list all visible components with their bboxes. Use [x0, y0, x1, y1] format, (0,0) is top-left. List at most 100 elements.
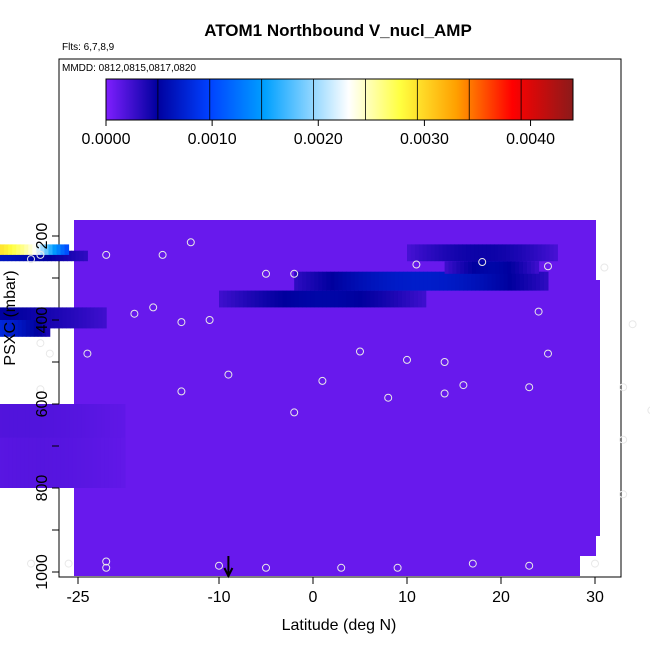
sample-point — [186, 238, 195, 247]
sample-point — [628, 320, 637, 329]
heatmap-cell — [533, 244, 539, 262]
y-tick-label: 200 — [34, 223, 51, 250]
colorbar-dividers — [157, 79, 522, 120]
heatmap-cell — [302, 290, 307, 308]
heatmap-cell — [113, 404, 118, 446]
heatmap-cell — [458, 244, 463, 262]
sample-point — [534, 307, 543, 316]
heatmap-cell — [519, 261, 524, 274]
heatmap-cell — [407, 271, 412, 291]
heatmap-cell — [108, 437, 114, 488]
heatmap-cell — [330, 290, 335, 308]
heatmap-cell — [60, 244, 66, 255]
heatmap-cell — [483, 261, 489, 274]
heatmap-cell — [456, 261, 461, 274]
heatmap-cell — [444, 261, 450, 274]
heatmap-cell — [34, 307, 40, 329]
heatmap-cell — [455, 271, 460, 291]
x-tick-label: 10 — [398, 589, 416, 606]
sample-point — [224, 370, 233, 379]
heatmap-cell — [549, 244, 554, 262]
heatmap-cell — [413, 290, 419, 308]
heatmap-cell — [298, 290, 304, 308]
heatmap-cell — [36, 244, 41, 255]
heatmap-cell — [53, 404, 58, 446]
heatmap-cell — [66, 307, 71, 329]
heatmap-cell — [530, 261, 536, 274]
heatmap-cell — [358, 290, 363, 308]
heatmap-cell — [9, 320, 15, 337]
heatmap-cell — [442, 244, 448, 262]
sample-point — [177, 318, 186, 327]
heatmap-cell — [531, 271, 537, 291]
heatmap-cell — [515, 261, 520, 274]
heatmap-cell — [14, 307, 20, 329]
heatmap-cell — [56, 244, 62, 255]
heatmap-cell — [5, 320, 11, 337]
heatmap-cell — [306, 290, 311, 308]
heatmap-cell — [521, 244, 527, 262]
heatmap-cell — [423, 271, 428, 291]
heatmap-cell — [460, 261, 465, 274]
heatmap-cell — [32, 244, 37, 255]
heatmap — [0, 220, 602, 576]
heatmap-cell — [29, 404, 35, 446]
heatmap-cell — [499, 261, 504, 274]
heatmap-cell — [81, 404, 86, 446]
heatmap-cell — [15, 250, 21, 262]
heatmap-cell — [501, 244, 507, 262]
heatmap-cell — [90, 307, 95, 329]
heatmap-cell — [258, 290, 264, 308]
sample-point — [544, 349, 552, 358]
heatmap-cell — [32, 437, 37, 488]
heatmap-cell — [450, 244, 455, 262]
heatmap-cell — [483, 271, 489, 291]
heatmap-cell — [467, 271, 472, 291]
heatmap-cell — [446, 244, 452, 262]
heatmap-cell — [338, 290, 343, 308]
heatmap-cell — [414, 244, 420, 262]
heatmap-cell — [459, 271, 464, 291]
heatmap-cell — [503, 261, 508, 274]
heatmap-cell — [72, 437, 78, 488]
heatmap-cell — [545, 244, 550, 262]
heatmap-cell — [370, 271, 376, 291]
heatmap-cell — [541, 244, 547, 262]
heatmap-cell — [40, 244, 45, 255]
heatmap-cell — [23, 250, 29, 262]
heatmap-cell — [362, 271, 368, 291]
sample-point — [205, 316, 214, 324]
heatmap-cell — [28, 437, 33, 488]
heatmap-cell — [25, 404, 31, 446]
heatmap-cell — [97, 404, 102, 446]
heatmap-cell — [234, 290, 240, 308]
heatmap-cell — [415, 271, 420, 291]
heatmap-cell — [463, 271, 468, 291]
heatmap-cell — [451, 271, 456, 291]
heatmap-cell — [435, 271, 440, 291]
heatmap-cell — [474, 244, 479, 262]
heatmap-cell — [310, 271, 315, 291]
heatmap-cell — [7, 250, 13, 262]
heatmap-cell — [22, 307, 28, 329]
heatmap-cell — [52, 244, 58, 255]
heatmap-cell — [405, 290, 411, 308]
sample-point — [525, 383, 534, 392]
colorbar-tick-label: 0.0000 — [82, 131, 131, 148]
heatmap-cell — [479, 271, 485, 291]
heatmap-cell — [238, 290, 244, 308]
heatmap-cell — [117, 404, 122, 446]
heatmap-cell — [93, 404, 98, 446]
heatmap-cell — [4, 244, 9, 255]
heatmap-cell — [59, 250, 64, 262]
heatmap-cell — [121, 404, 126, 446]
y-tick-label: 1000 — [34, 554, 51, 590]
sample-point — [27, 255, 35, 264]
heatmap-cell — [362, 290, 367, 308]
heatmap-cell — [330, 271, 335, 291]
heatmap-cell — [495, 271, 501, 291]
heatmap-cell — [65, 404, 70, 446]
colorbar-tick-label: 0.0010 — [188, 131, 237, 148]
heatmap-cell — [470, 244, 475, 262]
heatmap-cell — [12, 437, 17, 488]
